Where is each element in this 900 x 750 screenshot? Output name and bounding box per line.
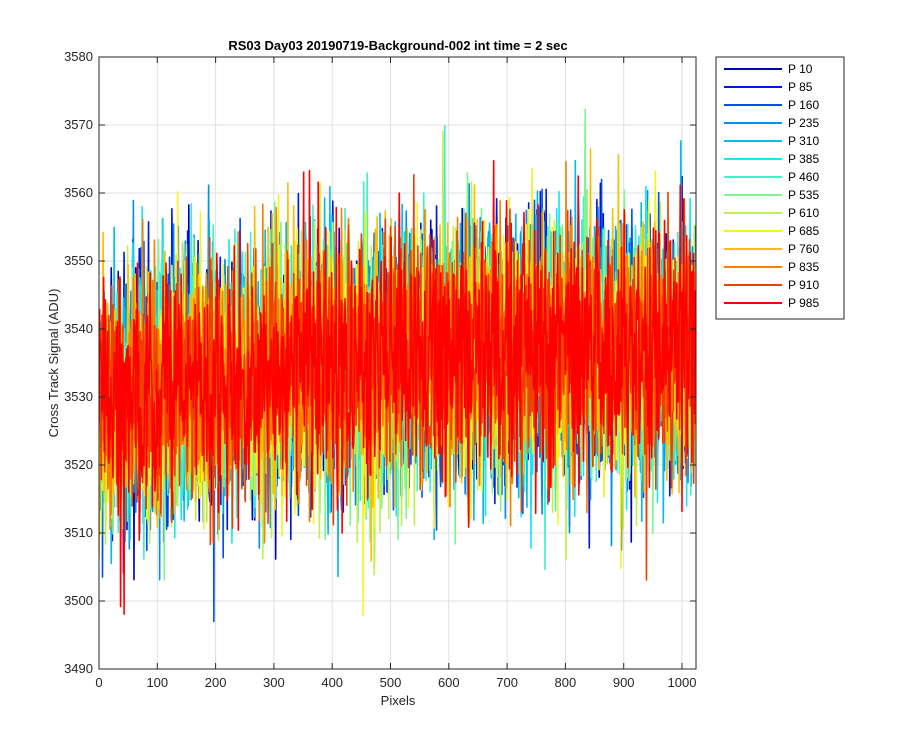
y-tick-label: 3530 [64,389,93,404]
legend-label: P 685 [788,224,819,238]
y-tick-label: 3510 [64,525,93,540]
y-tick-label: 3560 [64,185,93,200]
y-tick-label: 3500 [64,593,93,608]
y-axis-label: Cross Track Signal (ADU) [46,289,61,438]
series-line-p-985 [99,159,696,615]
x-tick-label: 500 [380,675,402,690]
axis-ticks: 0 100 200 300 400 500 600 700 800 900 1000 3490 3500… [64,49,696,690]
x-tick-label: 600 [438,675,460,690]
x-tick-label: 0 [95,675,102,690]
x-tick-label: 900 [613,675,635,690]
y-tick-label: 3570 [64,117,93,132]
chart-title: RS03 Day03 20190719-Background-002 int t… [228,38,567,53]
legend-label: P 160 [788,98,819,112]
legend-label: P 535 [788,188,819,202]
legend-label: P 85 [788,80,813,94]
legend-label: P 235 [788,116,819,130]
y-tick-label: 3550 [64,253,93,268]
legend[interactable]: P 10 P 85 P 160 P 235 P 310 P 385 P 460 P 535 P … [715,56,845,320]
x-tick-label: 800 [555,675,577,690]
legend-label: P 760 [788,242,819,256]
legend-label: P 985 [788,296,819,310]
y-tick-label: 3580 [64,49,93,64]
legend-label: P 460 [788,170,819,184]
x-tick-label: 400 [321,675,343,690]
series-lines [99,108,696,623]
legend-label: P 910 [788,278,819,292]
x-tick-label: 200 [205,675,227,690]
legend-box [715,56,845,320]
legend-label: P 310 [788,134,819,148]
y-tick-label: 3490 [64,661,93,676]
y-tick-label: 3520 [64,457,93,472]
x-axis-label: Pixels [381,693,416,708]
x-tick-label: 100 [146,675,168,690]
legend-label: P 385 [788,152,819,166]
legend-label: P 10 [788,62,813,76]
x-tick-label: 1000 [668,675,697,690]
legend-label: P 610 [788,206,819,220]
plot-frame [98,56,697,670]
legend-label: P 835 [788,260,819,274]
x-tick-label: 300 [263,675,285,690]
y-tick-label: 3540 [64,321,93,336]
x-tick-label: 700 [496,675,518,690]
